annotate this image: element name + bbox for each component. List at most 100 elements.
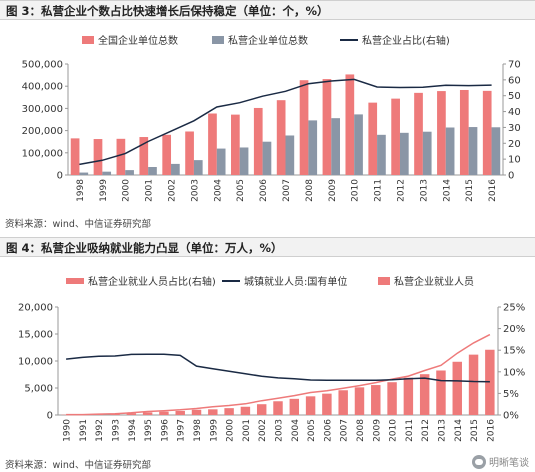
bar: [371, 385, 381, 415]
x-tick-label: 2012: [421, 419, 431, 442]
bar: [391, 98, 400, 175]
x-tick-label: 2014: [442, 179, 452, 202]
y-tick-label-right: 0%: [503, 411, 519, 422]
bar: [110, 413, 120, 415]
figure-3: 图 3：私营企业个数占比快速增长后保持稳定（单位：个，%） 0 100,000 20…: [0, 0, 535, 232]
bar: [354, 387, 365, 415]
legend-swatch: [82, 36, 94, 44]
bar: [299, 80, 309, 175]
x-tick-label: 2004: [213, 179, 223, 202]
x-tick-label: 2006: [323, 419, 333, 442]
x-tick-label: 2006: [259, 179, 269, 202]
y-tick-label-right: 5%: [503, 389, 519, 400]
y-tick-label-left: 300,000: [22, 104, 63, 115]
bar: [345, 74, 355, 175]
x-tick-label: 2002: [258, 419, 268, 442]
bar: [231, 114, 240, 175]
legend-label: 私营企业就业人员: [394, 275, 474, 288]
y-tick-label-right: 10%: [503, 367, 525, 378]
x-tick-label: 2008: [356, 419, 366, 442]
legend-label: 城镇就业人员:国有单位: [244, 275, 347, 288]
x-tick-label: 2005: [307, 419, 317, 442]
bar: [331, 118, 340, 175]
y-tick-label-left: 10,000: [18, 357, 53, 368]
x-tick-label: 2002: [168, 179, 178, 202]
legend-label: 私营企业占比(右轴): [362, 34, 450, 47]
bar: [491, 127, 501, 175]
y-tick-label-right: 20: [508, 139, 521, 150]
y-tick-label-right: 15%: [503, 346, 525, 357]
x-tick-label: 1995: [144, 419, 154, 442]
x-tick-label: 2016: [488, 179, 498, 202]
y-tick-label-right: 70: [508, 60, 521, 71]
bar: [436, 370, 446, 415]
bar: [162, 134, 172, 175]
bar: [79, 172, 89, 175]
y-tick-label-right: 50: [508, 91, 521, 102]
x-tick-label: 2015: [465, 179, 475, 202]
bar: [240, 406, 251, 415]
x-tick-label: 2015: [470, 419, 480, 442]
y-tick-label-right: 0: [508, 171, 514, 182]
x-tick-label: 2016: [486, 419, 496, 442]
x-tick-label: 1996: [160, 419, 170, 442]
bar: [308, 120, 318, 175]
legend-swatch: [378, 277, 390, 285]
chart-source: 资料来源：wind、中信证券研究部: [5, 219, 151, 230]
bar: [422, 131, 432, 175]
bar: [70, 138, 80, 175]
bar: [437, 91, 446, 175]
x-tick-label: 1991: [79, 419, 89, 442]
bar: [468, 127, 478, 175]
legend-label: 全国企业单位总数: [98, 34, 178, 47]
series-line: [66, 353, 490, 383]
bar: [322, 79, 332, 175]
bar: [354, 114, 363, 175]
bar: [414, 92, 423, 175]
legend-label: 私营企业单位总数: [228, 34, 308, 47]
x-tick-label: 2014: [454, 419, 464, 442]
bar: [403, 377, 414, 415]
x-tick-label: 1994: [128, 419, 138, 442]
y-tick-label-left: 20,000: [18, 303, 53, 314]
x-tick-label: 2001: [145, 179, 155, 202]
bar: [148, 167, 157, 175]
bar: [208, 409, 218, 415]
bar: [305, 396, 316, 415]
x-tick-label: 2003: [190, 179, 200, 202]
bar: [276, 100, 286, 175]
bar: [322, 393, 332, 415]
legend-swatch: [212, 36, 224, 44]
bar: [216, 148, 226, 175]
chart-2: 0 5,000 10,000 15,000 20,000 0% 5% 10% 15% 20% 25%…: [18, 275, 525, 442]
bar: [142, 412, 153, 415]
x-tick-label: 2008: [305, 179, 315, 202]
y-tick-label-left: 0: [57, 171, 63, 182]
x-tick-label: 1998: [193, 419, 203, 442]
x-tick-label: 1990: [63, 419, 73, 442]
bar: [93, 139, 103, 175]
bar: [116, 138, 126, 175]
bar: [468, 354, 479, 415]
y-tick-label-left: 500,000: [22, 60, 63, 71]
x-tick-label: 2007: [340, 419, 350, 442]
x-tick-label: 2004: [291, 419, 301, 442]
y-tick-label-left: 0: [47, 411, 53, 422]
series-line: [66, 333, 491, 416]
y-tick-label-left: 100,000: [22, 148, 63, 159]
x-tick-label: 2013: [437, 419, 447, 442]
y-tick-label-left: 15,000: [18, 330, 53, 341]
bar: [377, 134, 386, 175]
y-tick-label-right: 20%: [503, 324, 525, 335]
bar: [273, 401, 283, 415]
x-tick-label: 2010: [389, 419, 399, 442]
chart-source: 资料来源：wind、中信证券研究部: [5, 460, 151, 471]
x-tick-label: 2009: [328, 179, 338, 202]
bar: [224, 408, 234, 415]
bar: [175, 410, 185, 415]
x-tick-label: 2007: [282, 179, 292, 202]
y-tick-label-right: 10: [508, 155, 521, 166]
x-tick-label: 1999: [209, 419, 219, 442]
watermark-text: 明晰笔谈: [489, 458, 529, 469]
x-tick-label: 2013: [419, 179, 429, 202]
